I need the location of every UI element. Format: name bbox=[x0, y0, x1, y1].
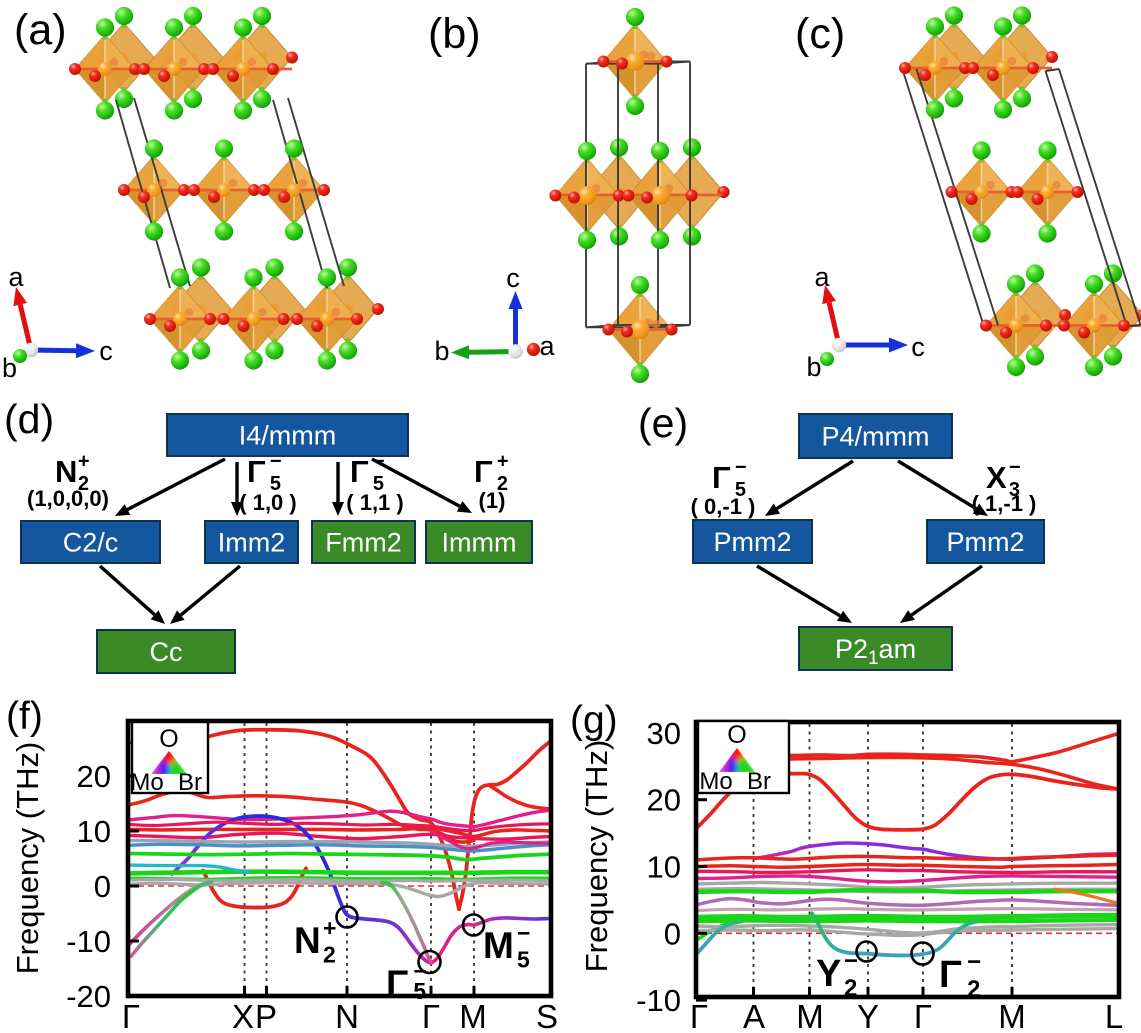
svg-text:2: 2 bbox=[844, 975, 857, 1002]
svg-text:Br: Br bbox=[178, 769, 202, 796]
svg-text:Γ: Γ bbox=[350, 454, 369, 489]
svg-text:Γ: Γ bbox=[712, 460, 731, 495]
svg-text:a: a bbox=[8, 262, 24, 292]
svg-text:X: X bbox=[232, 998, 254, 1033]
svg-text:a: a bbox=[814, 262, 830, 292]
svg-text:20: 20 bbox=[77, 759, 111, 794]
svg-text:5: 5 bbox=[270, 473, 281, 495]
svg-text:(g): (g) bbox=[570, 699, 618, 742]
svg-text:N: N bbox=[294, 920, 321, 961]
svg-text:c: c bbox=[911, 332, 925, 362]
svg-text:−: − bbox=[735, 457, 747, 479]
svg-text:(b): (b) bbox=[428, 10, 481, 58]
svg-text:A: A bbox=[743, 998, 765, 1033]
svg-text:30: 30 bbox=[647, 716, 681, 751]
svg-text:Γ: Γ bbox=[386, 963, 408, 1004]
svg-text:P4/mmm: P4/mmm bbox=[822, 422, 930, 452]
svg-text:(a): (a) bbox=[14, 6, 67, 54]
svg-text:P: P bbox=[255, 998, 277, 1033]
svg-text:O: O bbox=[159, 725, 178, 753]
svg-text:-10: -10 bbox=[66, 924, 111, 959]
svg-text:-10: -10 bbox=[636, 983, 681, 1018]
svg-text:Fmm2: Fmm2 bbox=[325, 528, 402, 558]
svg-text:5: 5 bbox=[735, 479, 746, 501]
svg-text:5: 5 bbox=[517, 947, 530, 973]
svg-text:(e): (e) bbox=[638, 400, 688, 446]
svg-text:N: N bbox=[55, 454, 77, 489]
svg-text:Pmm2: Pmm2 bbox=[713, 527, 791, 557]
svg-text:Frequency (THz): Frequency (THz) bbox=[579, 740, 614, 973]
svg-text:c: c bbox=[99, 336, 113, 366]
svg-text:Br: Br bbox=[747, 768, 771, 795]
svg-text:5: 5 bbox=[373, 473, 384, 495]
svg-text:(1): (1) bbox=[479, 488, 506, 513]
svg-text:Mo: Mo bbox=[130, 769, 163, 796]
svg-text:−: − bbox=[270, 451, 282, 473]
svg-text:+: + bbox=[78, 451, 90, 473]
svg-text:Pmm2: Pmm2 bbox=[946, 527, 1024, 557]
svg-text:M: M bbox=[483, 925, 514, 966]
svg-text:Γ: Γ bbox=[939, 954, 962, 996]
svg-text:2: 2 bbox=[78, 473, 89, 495]
svg-text:0: 0 bbox=[664, 916, 681, 951]
svg-text:S: S bbox=[536, 998, 558, 1033]
svg-text:−: − bbox=[373, 451, 385, 473]
svg-text:10: 10 bbox=[77, 814, 111, 849]
svg-text:(d): (d) bbox=[4, 396, 54, 442]
svg-text:10: 10 bbox=[647, 850, 681, 885]
svg-text:(f): (f) bbox=[6, 695, 43, 738]
svg-text:b: b bbox=[2, 353, 17, 383]
svg-text:2: 2 bbox=[323, 942, 336, 968]
svg-text:( 1,0 ): ( 1,0 ) bbox=[239, 490, 296, 515]
svg-text:(1,0,0,0): (1,0,0,0) bbox=[27, 486, 109, 511]
svg-text:M: M bbox=[796, 998, 824, 1033]
svg-text:M: M bbox=[998, 998, 1026, 1033]
svg-text:Γ: Γ bbox=[122, 998, 140, 1033]
svg-text:+: + bbox=[497, 451, 509, 473]
svg-text:0: 0 bbox=[94, 869, 111, 904]
svg-text:Γ: Γ bbox=[690, 998, 708, 1033]
svg-text:Frequency (THz): Frequency (THz) bbox=[10, 742, 45, 975]
svg-text:I4/mmm: I4/mmm bbox=[239, 421, 337, 451]
svg-text:Mo: Mo bbox=[699, 768, 732, 795]
svg-text:( 1,-1 ): ( 1,-1 ) bbox=[972, 491, 1037, 516]
svg-text:20: 20 bbox=[647, 783, 681, 818]
svg-text:+: + bbox=[323, 915, 336, 941]
svg-text:Y: Y bbox=[857, 998, 879, 1033]
svg-text:c: c bbox=[506, 263, 520, 293]
svg-text:L: L bbox=[1105, 998, 1123, 1033]
svg-text:2: 2 bbox=[967, 976, 980, 1003]
svg-text:Y: Y bbox=[816, 953, 841, 995]
svg-text:N: N bbox=[335, 998, 359, 1033]
svg-text:C2/c: C2/c bbox=[63, 528, 119, 558]
svg-text:−: − bbox=[517, 920, 530, 946]
svg-text:( 1,1 ): ( 1,1 ) bbox=[346, 490, 403, 515]
svg-text:b: b bbox=[434, 336, 449, 366]
svg-text:-20: -20 bbox=[66, 979, 111, 1014]
svg-text:Γ: Γ bbox=[474, 454, 493, 489]
svg-text:M: M bbox=[459, 998, 487, 1033]
svg-text:b: b bbox=[806, 352, 821, 382]
svg-text:Cc: Cc bbox=[150, 637, 183, 667]
svg-text:(c): (c) bbox=[795, 10, 845, 58]
svg-text:2: 2 bbox=[497, 473, 508, 495]
svg-text:−: − bbox=[1009, 457, 1021, 479]
svg-text:5: 5 bbox=[413, 978, 426, 1004]
svg-text:a: a bbox=[539, 331, 555, 361]
svg-text:−: − bbox=[844, 948, 858, 975]
svg-text:( 0,-1 ): ( 0,-1 ) bbox=[691, 494, 756, 519]
svg-text:O: O bbox=[727, 721, 746, 749]
svg-text:Γ: Γ bbox=[247, 454, 266, 489]
svg-text:Immm: Immm bbox=[442, 528, 517, 558]
svg-text:Γ: Γ bbox=[914, 998, 932, 1033]
svg-text:X: X bbox=[986, 460, 1007, 495]
svg-text:−: − bbox=[413, 958, 426, 984]
svg-text:Imm2: Imm2 bbox=[218, 528, 286, 558]
svg-text:3: 3 bbox=[1009, 479, 1020, 501]
svg-text:Γ: Γ bbox=[422, 998, 440, 1033]
svg-text:−: − bbox=[967, 949, 981, 976]
